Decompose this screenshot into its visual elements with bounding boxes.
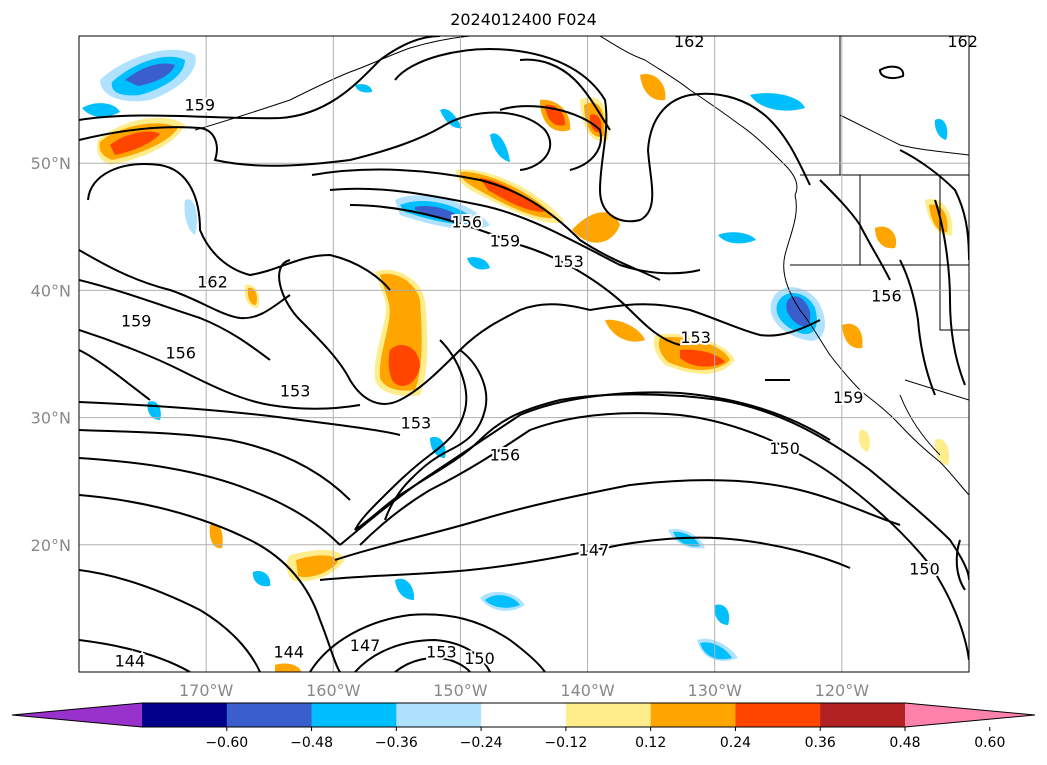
colorbar-tick-label: 0.60 xyxy=(974,735,1005,751)
contour-label: 156 xyxy=(452,212,483,231)
colorbar-tick-label: 0.24 xyxy=(720,735,751,751)
lon-label: 140°W xyxy=(560,681,615,700)
colorbar-tick-label: −0.60 xyxy=(205,735,248,751)
contour-label: 147 xyxy=(579,541,610,560)
contour-label: 156 xyxy=(490,445,521,464)
contour-label: 150 xyxy=(464,649,495,668)
colorbar-segment xyxy=(820,703,906,727)
contour-label: 159 xyxy=(490,232,521,251)
contour-label: 153 xyxy=(401,413,432,432)
lon-label: 160°W xyxy=(306,681,361,700)
colorbar-segment xyxy=(565,703,652,727)
map-frame xyxy=(78,35,970,673)
contour-label: 156 xyxy=(871,286,902,305)
colorbar: −0.60 −0.48 −0.36 −0.24 −0.12 0.12 0.24 0.36 0.4… xyxy=(11,702,1036,751)
lat-label: 40°N xyxy=(31,281,71,300)
graticule xyxy=(79,36,969,672)
colorbar-tick-label: 0.36 xyxy=(805,735,836,751)
colorbar-extend-high xyxy=(905,703,1035,727)
colorbar-segment xyxy=(481,703,567,727)
colorbar-segment xyxy=(396,703,482,727)
contour-label: 153 xyxy=(553,252,584,271)
colorbar-extend-low xyxy=(12,703,142,727)
map-title: 2024012400 F024 xyxy=(450,10,597,29)
colorbar-tick-label: −0.48 xyxy=(290,735,333,751)
contour-label: 153 xyxy=(426,642,457,661)
contour-label: 147 xyxy=(350,636,381,655)
contour-labels: 162 162 159 156 159 153 162 156 159 156 153 153 159 1… xyxy=(113,30,980,672)
colorbar-segment xyxy=(311,703,397,727)
colorbar-tick-label: 0.48 xyxy=(889,735,920,751)
contour-label: 162 xyxy=(674,32,705,51)
contour-label: 159 xyxy=(185,95,216,114)
coastlines xyxy=(194,36,969,496)
colorbar-outline xyxy=(11,702,1036,728)
colorbar-tick-label: −0.24 xyxy=(460,735,503,751)
contour-label: 153 xyxy=(680,328,711,347)
contour-label: 153 xyxy=(280,382,311,401)
colorbar-tick-label: −0.12 xyxy=(544,735,587,751)
lon-label: 170°W xyxy=(179,681,234,700)
colorbar-tick-label: 0.12 xyxy=(635,735,666,751)
contour-label: 162 xyxy=(197,272,228,291)
lat-label: 20°N xyxy=(31,536,71,555)
contour-label: 144 xyxy=(274,642,305,661)
latitude-labels: 50°N 40°N 30°N 20°N xyxy=(31,154,71,555)
lon-label: 130°W xyxy=(688,681,743,700)
contour-label: 159 xyxy=(833,388,864,407)
lon-label: 120°W xyxy=(815,681,870,700)
colorbar-segment xyxy=(226,703,313,727)
height-contours xyxy=(79,36,969,672)
colorbar-segment xyxy=(650,703,736,727)
contour-label: 150 xyxy=(769,439,800,458)
contour-label: 159 xyxy=(121,312,152,331)
lon-label: 150°W xyxy=(433,681,488,700)
lat-label: 30°N xyxy=(31,409,71,428)
contour-label: 144 xyxy=(115,651,146,670)
contour-label: 156 xyxy=(165,344,196,363)
longitude-labels: 170°W 160°W 150°W 140°W 130°W 120°W xyxy=(179,681,869,700)
colorbar-segment xyxy=(735,703,821,727)
contour-label: 162 xyxy=(947,32,978,51)
colorbar-segment xyxy=(142,703,228,727)
anomaly-shading xyxy=(82,49,953,672)
contour-label: 150 xyxy=(909,560,940,579)
colorbar-tick-label: −0.36 xyxy=(375,735,418,751)
lat-label: 50°N xyxy=(31,154,71,173)
